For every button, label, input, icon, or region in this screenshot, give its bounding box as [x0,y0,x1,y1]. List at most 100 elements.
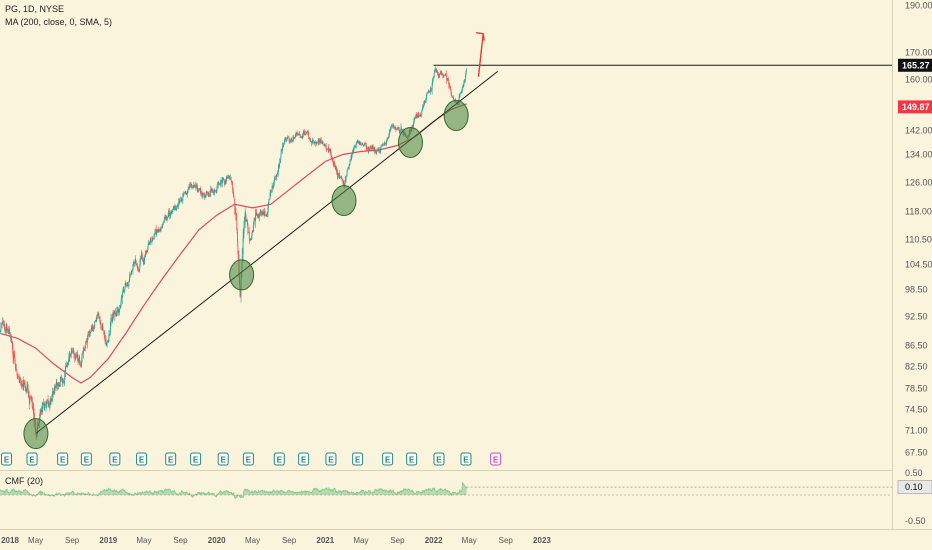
candle-body [280,152,282,157]
candle-body [111,320,113,321]
y-tick-label: 74.50 [905,405,928,415]
candle-body [150,239,152,242]
candle-body [450,90,452,94]
candle-body [99,321,101,323]
candle-body [288,137,290,140]
earnings-marker[interactable]: E [406,452,418,466]
candle-body [168,210,170,214]
candle-body [445,73,447,75]
candle-body [242,238,244,256]
candle-body [397,127,399,129]
earnings-marker[interactable]: E [190,452,202,466]
earnings-marker[interactable]: E [136,452,148,466]
earnings-marker[interactable]: E [325,452,337,466]
candle-body [443,75,445,78]
candle-body [92,325,94,330]
candle-body [275,175,277,179]
candle-body [241,255,243,263]
candle-body [131,270,133,272]
earnings-marker[interactable]: E [165,452,177,466]
cmf-legend[interactable]: CMF (20) [5,476,43,486]
candle-body [350,155,352,160]
candle-body [263,210,265,215]
earnings-badge-box [273,452,285,466]
candle-body [23,381,25,384]
x-tick-label: 2021 [316,536,334,545]
earnings-marker[interactable]: E [352,452,364,466]
candle-body [276,174,278,176]
candle-body [104,337,106,341]
earnings-badge-box [1,452,13,466]
x-tick-label: Sep [173,536,188,545]
candle-body [19,379,21,381]
candle-body [216,184,218,188]
candle-body [422,105,424,108]
candle-body [419,113,421,116]
candle-body [144,256,145,260]
candle-body [297,134,299,136]
candle-body [90,332,91,334]
earnings-marker[interactable]: E [1,452,13,466]
candle-body [42,403,44,409]
candle-body [226,176,228,178]
candle-body [176,206,178,209]
y-tick-label: 71.00 [905,426,928,436]
earnings-marker[interactable]: E [382,452,394,466]
candle-body [353,149,355,151]
candle-body [122,290,124,293]
ma-legend[interactable]: MA (200, close, 0, SMA, 5) [5,17,113,27]
candle-body [44,404,45,410]
candle-body [328,149,330,151]
earnings-marker[interactable]: E [26,452,38,466]
upcoming-earnings-marker[interactable]: E [490,452,502,466]
y-tick-label: 86.50 [905,341,928,351]
candle-body [65,366,67,371]
candle-body [447,79,449,80]
earnings-marker[interactable]: E [433,452,445,466]
earnings-badge-box [382,452,394,466]
candle-body [18,377,20,380]
earnings-marker[interactable]: E [80,452,92,466]
earnings-marker[interactable]: E [242,452,254,466]
candle-body [308,133,310,137]
earnings-marker[interactable]: E [460,452,472,466]
resistance-price-badge-box [898,58,932,72]
candle-body [353,147,355,148]
earnings-marker[interactable]: E [109,452,121,466]
candle-body [28,391,30,399]
candle-body [315,142,317,144]
time-axis[interactable]: 2018 May Sep 2019 May Sep 2020 May Sep 2021 May Sep… [1,536,551,545]
candle-body [256,214,258,216]
candle-body [417,114,419,117]
candle-body [430,89,432,91]
candle-body [393,127,395,129]
candle-body [274,177,275,180]
earnings-marker[interactable]: E [217,452,229,466]
candle-body [64,373,66,377]
candle-body [139,265,141,269]
earnings-marker[interactable]: E [273,452,285,466]
candle-body [66,363,68,365]
candle-body [262,212,264,215]
symbol-legend[interactable]: PG, 1D, NYSE [5,4,65,14]
x-tick-label: 2022 [425,536,443,545]
price-axis[interactable]: 190.00170.00160.00150.00142.00134.00126.… [905,1,932,527]
candle-body [326,149,328,151]
candle-body [287,136,289,139]
candle-body [239,289,241,297]
candle-body [128,281,130,287]
candle-body [247,228,249,232]
ma-200-line [0,103,467,384]
candle-body [304,132,305,135]
candle-body [225,180,227,184]
candle-body [2,320,4,325]
candle-body [450,88,452,91]
earnings-marker[interactable]: E [57,452,69,466]
earnings-badge-label: E [139,456,145,465]
candle-body [98,314,100,317]
candle-body [233,195,235,198]
candle-body [227,176,229,178]
earnings-marker[interactable]: E [298,452,310,466]
candle-body [204,196,206,197]
